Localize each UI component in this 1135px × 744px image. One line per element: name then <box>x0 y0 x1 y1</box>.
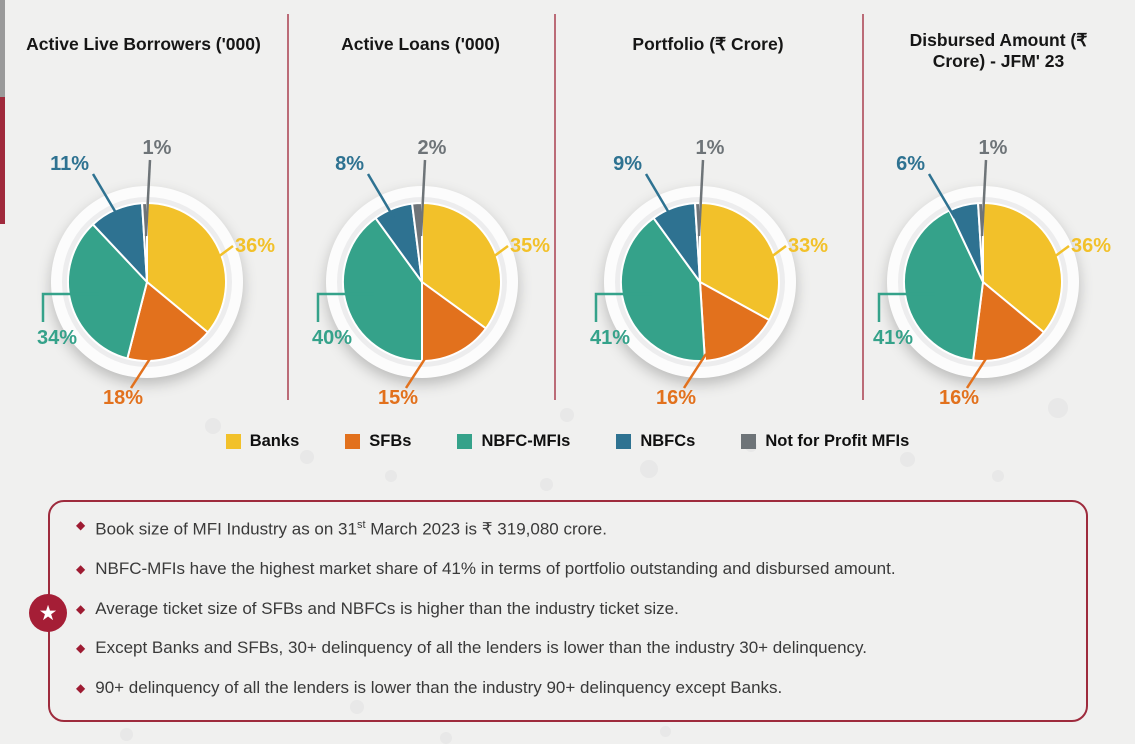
pie-slice-label: 8% <box>335 153 364 175</box>
legend-item-sfbs: SFBs <box>345 432 411 451</box>
background-dot <box>350 700 364 714</box>
note-text: Book size of MFI Industry as on 31st Mar… <box>95 519 607 539</box>
background-dot <box>385 470 397 482</box>
note-90-delinquency: ◆ 90+ delinquency of all the lenders is … <box>76 676 1068 700</box>
background-dot <box>992 470 1004 482</box>
pie-slice-label: 16% <box>939 387 979 409</box>
column-divider <box>554 14 556 400</box>
legend-label: NBFCs <box>640 432 696 450</box>
legend-label: Not for Profit MFIs <box>765 432 910 450</box>
chart-title-portfolio: Portfolio (₹ Crore) <box>632 34 784 54</box>
pie-slice-label: 36% <box>235 235 275 257</box>
pie-slice-label: 41% <box>873 327 913 349</box>
star-badge: ★ <box>29 594 67 632</box>
pie-slice-label: 16% <box>656 387 696 409</box>
pie-slice-label: 15% <box>378 387 418 409</box>
background-dot <box>540 478 553 491</box>
legend-label: NBFC-MFIs <box>481 432 571 450</box>
note-book-size: ◆ Book size of MFI Industry as on 31st M… <box>76 513 1068 542</box>
legend-item-not-for-profit-mfis: Not for Profit MFIs <box>741 432 909 451</box>
page-edge-bar-red <box>0 97 5 224</box>
note-ticket-size: ◆ Average ticket size of SFBs and NBFCs … <box>76 597 1068 621</box>
diamond-bullet-icon: ◆ <box>76 680 86 695</box>
note-30-delinquency: ◆ Except Banks and SFBs, 30+ delinquency… <box>76 636 1068 660</box>
note-market-share: ◆ NBFC-MFIs have the highest market shar… <box>76 557 1068 581</box>
note-text: NBFC-MFIs have the highest market share … <box>95 559 896 579</box>
legend-swatch-nbfc-mfis <box>457 434 473 449</box>
pie-slice-label: 34% <box>37 327 77 349</box>
diamond-bullet-icon: ◆ <box>76 601 86 616</box>
background-dot <box>640 460 658 478</box>
legend-item-nbfcs: NBFCs <box>616 432 695 451</box>
diamond-bullet-icon: ◆ <box>76 562 86 577</box>
background-dot <box>120 728 133 741</box>
pie-slice-label: 1% <box>696 137 725 159</box>
pie-slice-label: 36% <box>1071 235 1111 257</box>
legend-label: Banks <box>249 432 300 450</box>
chart-title-active-live-borrowers: Active Live Borrowers ('000) <box>26 34 261 54</box>
background-dot <box>300 450 314 464</box>
pie-slice-label: 6% <box>896 153 925 175</box>
star-icon: ★ <box>38 601 58 625</box>
note-text: Except Banks and SFBs, 30+ delinquency o… <box>95 638 867 658</box>
column-divider <box>862 14 864 400</box>
legend-label: SFBs <box>369 432 412 450</box>
pie-slice-label: 1% <box>979 137 1008 159</box>
legend: Banks SFBs NBFC-MFIs NBFCs Not for Profi… <box>0 432 1135 451</box>
pie-slice-label: 11% <box>50 153 89 175</box>
legend-item-banks: Banks <box>225 432 300 451</box>
pie-slice-label: 1% <box>143 137 172 159</box>
background-dot <box>660 726 671 737</box>
pie-slice-label: 33% <box>788 235 828 257</box>
pie-slice-label: 18% <box>103 387 143 409</box>
background-dot <box>205 418 221 434</box>
pie-slice-label: 2% <box>418 137 447 159</box>
note-text: Average ticket size of SFBs and NBFCs is… <box>95 598 679 618</box>
pie-chart-active-loans: 35% 15% 40% 8% 2% <box>287 114 557 424</box>
background-dot <box>900 452 915 467</box>
background-dot <box>1048 398 1068 418</box>
chart-title-active-loans: Active Loans ('000) <box>341 34 500 54</box>
pie-slice-label: 9% <box>613 153 642 175</box>
legend-item-nbfc-mfis: NBFC-MFIs <box>457 432 570 451</box>
pie-chart-active-live-borrowers: 36% 18% 34% 11% 1% <box>12 114 282 424</box>
background-dot <box>440 732 452 744</box>
pie-chart-portfolio: 33% 16% 41% 9% 1% <box>565 114 835 424</box>
note-text: 90+ delinquency of all the lenders is lo… <box>95 677 783 697</box>
pie-slice-label: 40% <box>312 327 352 349</box>
chart-title-disbursed-amount: Disbursed Amount (₹ Crore) - JFM' 23 <box>909 30 1088 71</box>
background-dot <box>560 408 574 422</box>
column-divider <box>287 14 289 400</box>
diamond-bullet-icon: ◆ <box>76 518 86 532</box>
key-takeaways-box: ◆ Book size of MFI Industry as on 31st M… <box>48 500 1088 722</box>
pie-slice-label: 41% <box>590 327 630 349</box>
page-edge-bar-gray <box>0 0 5 97</box>
diamond-bullet-icon: ◆ <box>76 641 86 656</box>
legend-swatch-sfbs <box>345 434 361 449</box>
pie-chart-disbursed-amount: 36% 16% 41% 6% 1% <box>848 114 1118 424</box>
pie-slice-label: 35% <box>510 235 550 257</box>
legend-swatch-nbfcs <box>616 434 632 449</box>
legend-swatch-not-for-profit-mfis <box>741 434 757 449</box>
legend-swatch-banks <box>225 434 241 449</box>
